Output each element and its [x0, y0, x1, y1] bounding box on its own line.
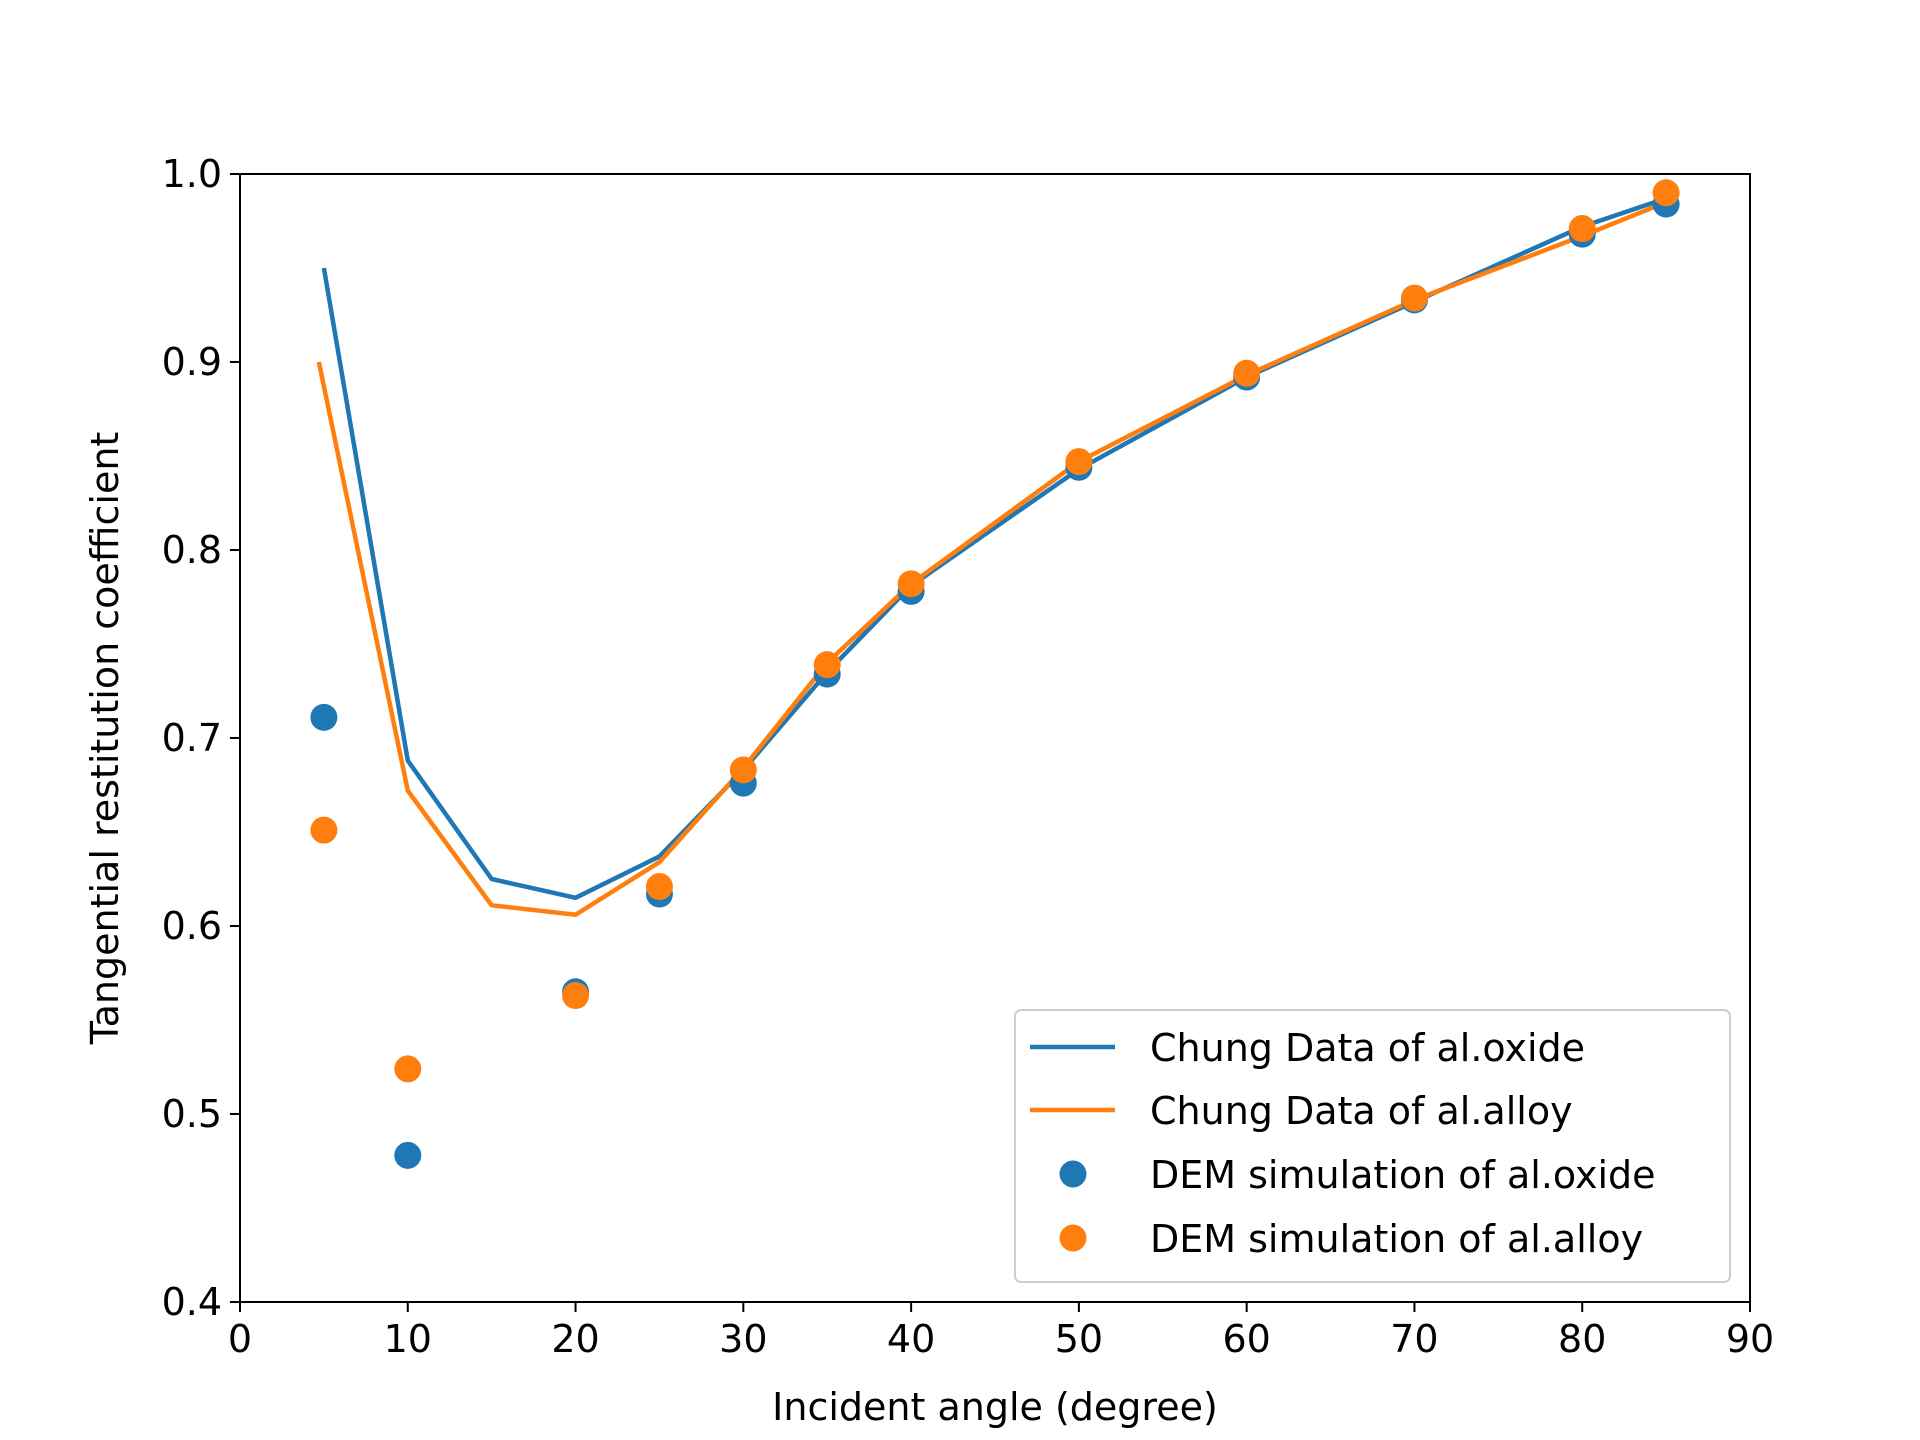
data-point-dem-simulation-of-al-alloy [645, 873, 673, 901]
data-point-dem-simulation-of-al-alloy [813, 651, 841, 679]
x-tick-label: 30 [719, 1317, 767, 1361]
legend-label: Chung Data of al.oxide [1150, 1026, 1585, 1070]
data-point-dem-simulation-of-al-oxide [310, 703, 338, 731]
x-tick-label: 80 [1558, 1317, 1606, 1361]
legend-items: Chung Data of al.oxide Chung Data of al.a… [1030, 1026, 1656, 1261]
y-tick-label: 1.0 [162, 152, 222, 196]
data-point-dem-simulation-of-al-alloy [729, 756, 757, 784]
y-tick-label: 0.7 [162, 716, 222, 760]
x-tick-label: 50 [1055, 1317, 1103, 1361]
legend-frame [1014, 1009, 1731, 1283]
x-tick-label: 70 [1390, 1317, 1438, 1361]
y-tick-label: 0.6 [162, 904, 222, 948]
legend-marker-swatch [1059, 1160, 1087, 1188]
legend-label: DEM simulation of al.alloy [1150, 1217, 1643, 1261]
legend-marker-swatch [1059, 1224, 1087, 1252]
legend-label: Chung Data of al.alloy [1150, 1089, 1573, 1133]
data-point-dem-simulation-of-al-alloy [1568, 215, 1596, 243]
data-point-dem-simulation-of-al-oxide [394, 1141, 422, 1169]
data-point-dem-simulation-of-al-alloy [310, 816, 338, 844]
x-tick-label: 60 [1222, 1317, 1270, 1361]
x-tick-label: 10 [384, 1317, 432, 1361]
y-tick-label: 0.9 [162, 340, 222, 384]
y-axis-ticks: 0.4 0.5 0.6 0.7 0.8 0.9 1.0 [162, 152, 240, 1324]
plot-area [239, 173, 1751, 1303]
x-tick-label: 0 [228, 1317, 252, 1361]
y-tick-label: 0.5 [162, 1092, 222, 1136]
data-point-dem-simulation-of-al-alloy [1233, 359, 1261, 387]
data-point-dem-simulation-of-al-alloy [394, 1055, 422, 1083]
data-point-dem-simulation-of-al-alloy [1400, 284, 1428, 312]
legend: Chung Data of al.oxide Chung Data of al.a… [1014, 1009, 1731, 1283]
y-axis-label: Tangential restitution coefficient [83, 432, 127, 1046]
data-point-dem-simulation-of-al-alloy [897, 570, 925, 598]
x-tick-label: 40 [887, 1317, 935, 1361]
data-point-dem-simulation-of-al-alloy [1652, 179, 1680, 207]
x-tick-label: 90 [1726, 1317, 1774, 1361]
x-axis-ticks: 0 10 20 30 40 50 60 70 80 90 [228, 1302, 1774, 1361]
legend-label: DEM simulation of al.oxide [1150, 1153, 1656, 1197]
data-point-dem-simulation-of-al-alloy [562, 982, 590, 1010]
data-point-dem-simulation-of-al-alloy [1065, 448, 1093, 476]
x-axis-label: Incident angle (degree) [772, 1385, 1218, 1429]
y-tick-label: 0.4 [162, 1280, 222, 1324]
y-tick-label: 0.8 [162, 528, 222, 572]
x-tick-label: 20 [551, 1317, 599, 1361]
series-layer [310, 179, 1680, 1169]
